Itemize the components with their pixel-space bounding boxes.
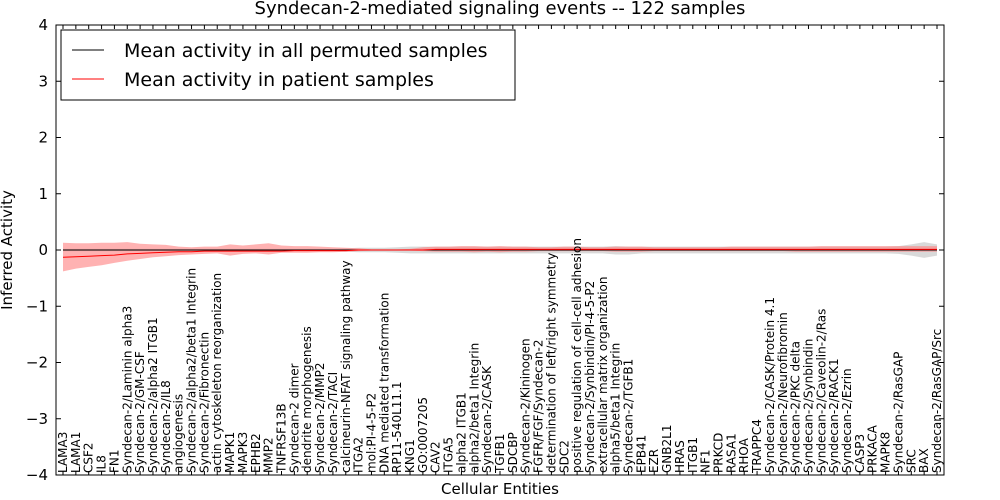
x-tick-label: ITGB1 (686, 437, 700, 473)
x-tick-label: Syndecan-2/RasGAP (891, 352, 905, 473)
x-tick-label: Syndecan-2/alpha2 ITGB1 (146, 317, 160, 473)
y-tick-label: −4 (26, 466, 48, 484)
x-tick-label: Syndecan-2/Kininogen (519, 338, 533, 473)
x-tick-label: dendrite morphogenesis (300, 326, 314, 473)
x-tick-label: Syndecan-2/CASK/Protein 4.1 (763, 297, 777, 473)
y-tick-label: 3 (38, 72, 48, 90)
x-tick-label: Syndecan-2/Ezrin (840, 368, 854, 473)
x-tick-label: FN1 (107, 449, 121, 473)
patient-band (63, 242, 937, 272)
x-tick-label: BAX (917, 448, 931, 473)
x-tick-label: EPB41 (634, 435, 648, 473)
x-tick-label: LAMA1 (69, 432, 83, 473)
legend-label-permuted: Mean activity in all permuted samples (124, 40, 487, 62)
y-tick-label: 4 (38, 16, 48, 34)
x-tick-label: Syndecan-2/Synbindin/PI-4-5-P2 (583, 281, 597, 473)
x-tick-label: LAMA3 (56, 432, 70, 473)
x-tick-label: MMP2 (262, 437, 276, 473)
legend-label-patient: Mean activity in patient samples (124, 69, 434, 91)
x-tick-label: MAPK3 (236, 432, 250, 473)
x-tick-label: TGFB1 (493, 434, 507, 474)
x-tick-label: PRKCD (712, 433, 726, 473)
x-tick-label: Syndecan-2/Synbindin (802, 339, 816, 473)
x-tick-label: Syndecan-2/TGFB1 (622, 359, 636, 473)
x-tick-label: RASA1 (724, 433, 738, 473)
x-tick-label: KNG1 (403, 439, 417, 473)
x-tick-label: PRKACA (866, 424, 880, 473)
x-tick-label: EPHB2 (249, 433, 263, 473)
x-tick-label: MAPK1 (223, 432, 237, 473)
x-tick-label: Syndecan-2/GM-CSF (133, 351, 147, 473)
x-tick-label: SDC2 (557, 440, 571, 473)
x-tick-label: TNFRSF13B (275, 403, 289, 474)
x-tick-label: SRC (904, 449, 918, 473)
x-tick-label: ITGA2 (352, 437, 366, 473)
x-tick-label: Syndecan-2/RACK1 (827, 358, 841, 473)
x-tick-label: extracellular matrix organization (596, 277, 610, 474)
x-tick-label: MAPK8 (879, 432, 893, 473)
x-tick-label: Syndecan-2/alpha2/beta1 Integrin (185, 268, 199, 473)
y-tick-label: −2 (26, 354, 48, 372)
y-axis-label: Inferred Activity (0, 190, 16, 310)
x-tick-label: RHOA (737, 437, 751, 473)
legend-box (60, 29, 516, 101)
x-tick-label: IL8 (95, 455, 109, 473)
x-tick-label: Syndecan-2/Fibronectin (197, 332, 211, 473)
x-tick-label: Syndecan-2/CASK (480, 365, 494, 473)
y-tick-label: 2 (38, 129, 48, 147)
x-tick-label: angiogenesis (172, 394, 186, 473)
y-tick-label: −1 (26, 297, 48, 315)
x-tick-label: ITGA5 (442, 437, 456, 473)
confidence-bands (63, 242, 937, 272)
series-lines (62, 248, 937, 258)
x-tick-label: Syndecan-2/Caveolin-2/Ras (814, 309, 828, 473)
x-tick-label: alpha5/beta1 Integrin (609, 343, 623, 473)
x-tick-label: CASP3 (853, 434, 867, 473)
x-tick-label: mol:PI-4-5-P2 (365, 393, 379, 473)
x-tick-label: actin cytoskeleton reorganization (210, 273, 224, 473)
x-tick-label: GO:0007205 (416, 397, 430, 473)
x-tick-label: Syndecan-2/TACI (326, 372, 340, 473)
x-tick-label: calcineurin-NFAT signaling pathway (339, 260, 353, 473)
x-tick-label: Syndecan-2 dimer (287, 363, 301, 473)
x-tick-label: EZR (647, 449, 661, 473)
x-tick-label: FGFR/FGF/Syndecan-2 (532, 340, 546, 473)
x-tick-label: Syndecan-2/PKC delta (789, 341, 803, 473)
y-tick-label: 1 (38, 185, 48, 203)
x-tick-label: RP11-540L11.1 (390, 382, 404, 473)
x-tick-label: Syndecan-2/Neurofibromin (776, 312, 790, 473)
patient-mean-line (62, 248, 937, 258)
plot-frame (55, 24, 945, 476)
x-tick-label: DNA mediated transformation (377, 293, 391, 473)
x-tick-label: alpha2/beta1 Integrin (467, 343, 481, 473)
x-tick-label: determination of left/right symmetry (544, 253, 558, 473)
x-tick-label: CAV2 (429, 441, 443, 473)
x-tick-label: NF1 (699, 449, 713, 473)
x-tick-label: GNB2L1 (660, 425, 674, 473)
x-tick-label: CSF2 (82, 442, 96, 473)
x-tick-label: HRAS (673, 440, 687, 473)
x-tick-label: Syndecan-2/RasGAP/Src (930, 329, 944, 473)
x-tick-label: Syndecan-2/MMP2 (313, 363, 327, 473)
legend: Mean activity in all permuted samples Me… (60, 29, 516, 101)
x-tick-label: TRAPPC4 (750, 419, 764, 474)
x-axis-label: Cellular Entities (441, 480, 559, 498)
x-tick-label: SDCBP (506, 432, 520, 473)
chart-title: Syndecan-2-mediated signaling events -- … (255, 0, 746, 19)
y-tick-label: −3 (26, 410, 48, 428)
x-tick-label: positive regulation of cell-cell adhesio… (570, 238, 584, 473)
y-tick-label: 0 (38, 241, 48, 259)
x-tick-label: Syndecan-2/Laminin alpha3 (120, 306, 134, 473)
x-tick-label: alpha2 ITGB1 (454, 392, 468, 473)
x-tick-label: Syndecan-2/IL8 (159, 380, 173, 473)
